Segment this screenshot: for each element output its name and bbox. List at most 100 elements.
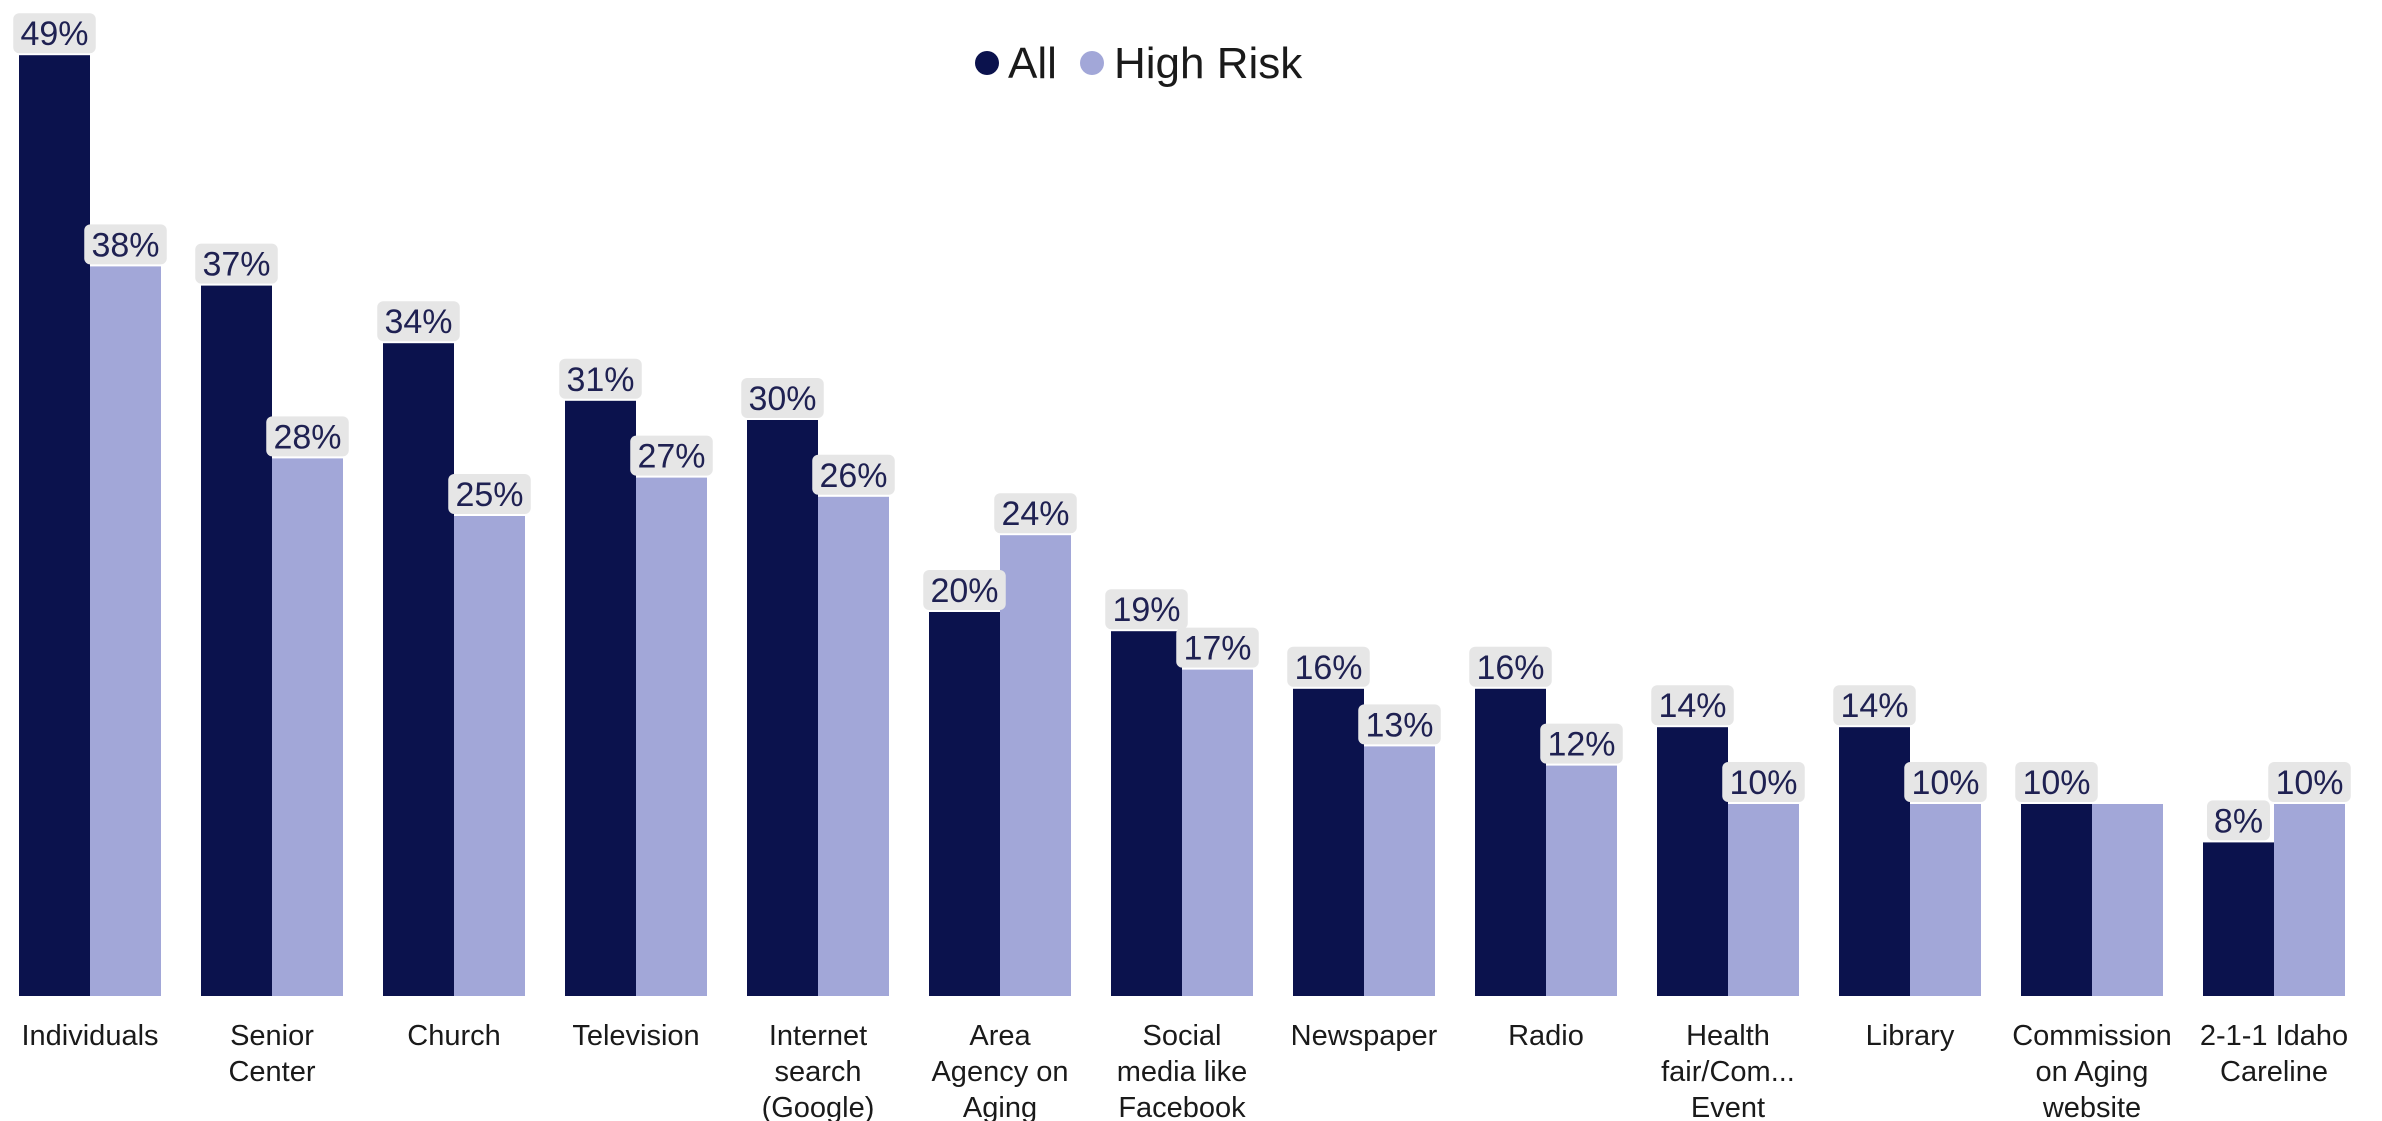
data-label-background: [2015, 762, 2098, 802]
data-label-high-risk-4: 26%: [812, 454, 895, 495]
data-labels-group: 49%38%37%28%34%25%31%27%30%26%20%24%19%1…: [13, 13, 2351, 841]
data-label-text: 10%: [1911, 764, 1979, 802]
bar-all-12: [2203, 842, 2274, 996]
data-label-all-2: 34%: [377, 301, 460, 342]
data-label-background: [741, 378, 824, 418]
data-label-text: 10%: [2275, 764, 2343, 802]
data-label-text: 17%: [1183, 630, 1251, 668]
data-label-high-risk-1: 28%: [266, 416, 349, 457]
bar-high-risk-1: [272, 458, 343, 996]
data-label-background: [559, 358, 642, 399]
bar-high-risk-2: [454, 516, 525, 996]
bar-all-7: [1293, 688, 1364, 996]
bar-all-10: [1839, 727, 1910, 996]
bar-high-risk-12: [2274, 804, 2345, 996]
bar-high-risk-8: [1546, 765, 1617, 996]
x-tick-label-0: Individuals: [21, 1020, 158, 1052]
data-label-background: [923, 570, 1006, 610]
data-label-background: [195, 243, 278, 284]
data-label-all-11: 10%: [2015, 762, 2098, 802]
bar-high-risk-0: [90, 266, 161, 996]
bar-all-9: [1657, 727, 1728, 996]
data-label-background: [630, 435, 713, 476]
bar-high-risk-11: [2092, 804, 2163, 996]
data-label-high-risk-2: 25%: [448, 474, 531, 514]
x-tick-label-11: Commission on Aging website: [2012, 1020, 2172, 1121]
data-label-text: 19%: [1112, 591, 1180, 629]
data-label-text: 25%: [455, 476, 523, 514]
data-label-all-3: 31%: [559, 358, 642, 399]
x-tick-label-3: Television: [572, 1020, 699, 1052]
data-label-background: [266, 416, 349, 457]
x-tick-label-12: 2-1-1 Idaho Careline: [2200, 1020, 2348, 1088]
x-tick-label-5: Area Agency on Aging: [931, 1020, 1068, 1121]
data-label-text: 24%: [1001, 495, 1069, 533]
legend-item-all: All: [975, 39, 1057, 88]
data-label-all-0: 49%: [13, 13, 96, 53]
data-label-background: [994, 493, 1077, 534]
data-label-high-risk-7: 13%: [1358, 704, 1441, 745]
data-label-all-8: 16%: [1469, 646, 1552, 687]
data-label-background: [13, 13, 96, 54]
data-label-all-6: 19%: [1105, 589, 1188, 630]
legend-marker: [975, 51, 999, 75]
x-tick-label-2: Church: [407, 1020, 501, 1052]
data-label-text: 12%: [1547, 726, 1615, 764]
data-label-background: [1833, 685, 1916, 726]
data-label-background: [377, 301, 460, 342]
data-label-background: [1904, 762, 1987, 802]
bar-all-5: [929, 612, 1000, 996]
data-label-text: 8%: [2214, 802, 2263, 840]
data-label-background: [1469, 646, 1552, 687]
data-label-text: 27%: [637, 438, 705, 476]
data-label-all-1: 37%: [195, 243, 278, 284]
bar-all-2: [383, 343, 454, 996]
bar-all-11: [2021, 804, 2092, 996]
x-tick-label-1: Senior Center: [228, 1020, 315, 1088]
bar-high-risk-3: [636, 477, 707, 997]
data-label-background: [84, 224, 167, 265]
data-label-text: 38%: [91, 226, 159, 264]
bar-all-6: [1111, 631, 1182, 996]
data-label-high-risk-6: 17%: [1176, 627, 1259, 668]
x-tick-label-8: Radio: [1508, 1020, 1584, 1052]
data-label-background: [1105, 589, 1188, 630]
data-label-high-risk-5: 24%: [994, 493, 1077, 534]
x-axis-tick-labels: Individuals Senior Center Church Television I…: [21, 1020, 2348, 1121]
data-label-text: 37%: [202, 246, 270, 284]
data-label-background: [1722, 762, 1805, 802]
x-tick-label-9: Health fair/Com... Event: [1661, 1020, 1795, 1121]
bar-high-risk-10: [1910, 804, 1981, 996]
bar-high-risk-6: [1182, 669, 1253, 996]
legend-label: High Risk: [1114, 39, 1303, 88]
bar-all-3: [565, 400, 636, 996]
data-label-high-risk-12: 10%: [2268, 762, 2351, 802]
data-label-text: 31%: [566, 361, 634, 399]
data-label-high-risk-0: 38%: [84, 224, 167, 265]
bar-all-8: [1475, 688, 1546, 996]
legend-label: All: [1008, 39, 1057, 88]
data-label-all-7: 16%: [1287, 646, 1370, 687]
data-label-background: [2207, 800, 2270, 841]
data-label-text: 28%: [273, 418, 341, 456]
bar-all-1: [201, 285, 272, 997]
data-label-high-risk-9: 10%: [1722, 762, 1805, 802]
data-label-all-9: 14%: [1651, 685, 1734, 726]
data-label-text: 14%: [1840, 687, 1908, 725]
bar-all-0: [19, 55, 90, 996]
data-label-text: 16%: [1294, 649, 1362, 687]
data-label-all-12: 8%: [2207, 800, 2270, 841]
data-label-background: [1287, 646, 1370, 687]
bars-group: [19, 55, 2345, 997]
data-label-background: [1540, 723, 1623, 764]
data-label-all-4: 30%: [741, 378, 824, 418]
x-tick-label-10: Library: [1866, 1020, 1955, 1052]
data-label-all-5: 20%: [923, 570, 1006, 610]
bar-high-risk-9: [1728, 804, 1799, 996]
data-label-background: [1176, 627, 1259, 668]
data-label-background: [2268, 762, 2351, 802]
chart-legend: All High Risk: [975, 39, 1303, 88]
x-tick-label-7: Newspaper: [1291, 1020, 1438, 1052]
bar-high-risk-7: [1364, 746, 1435, 996]
data-label-text: 13%: [1365, 706, 1433, 744]
